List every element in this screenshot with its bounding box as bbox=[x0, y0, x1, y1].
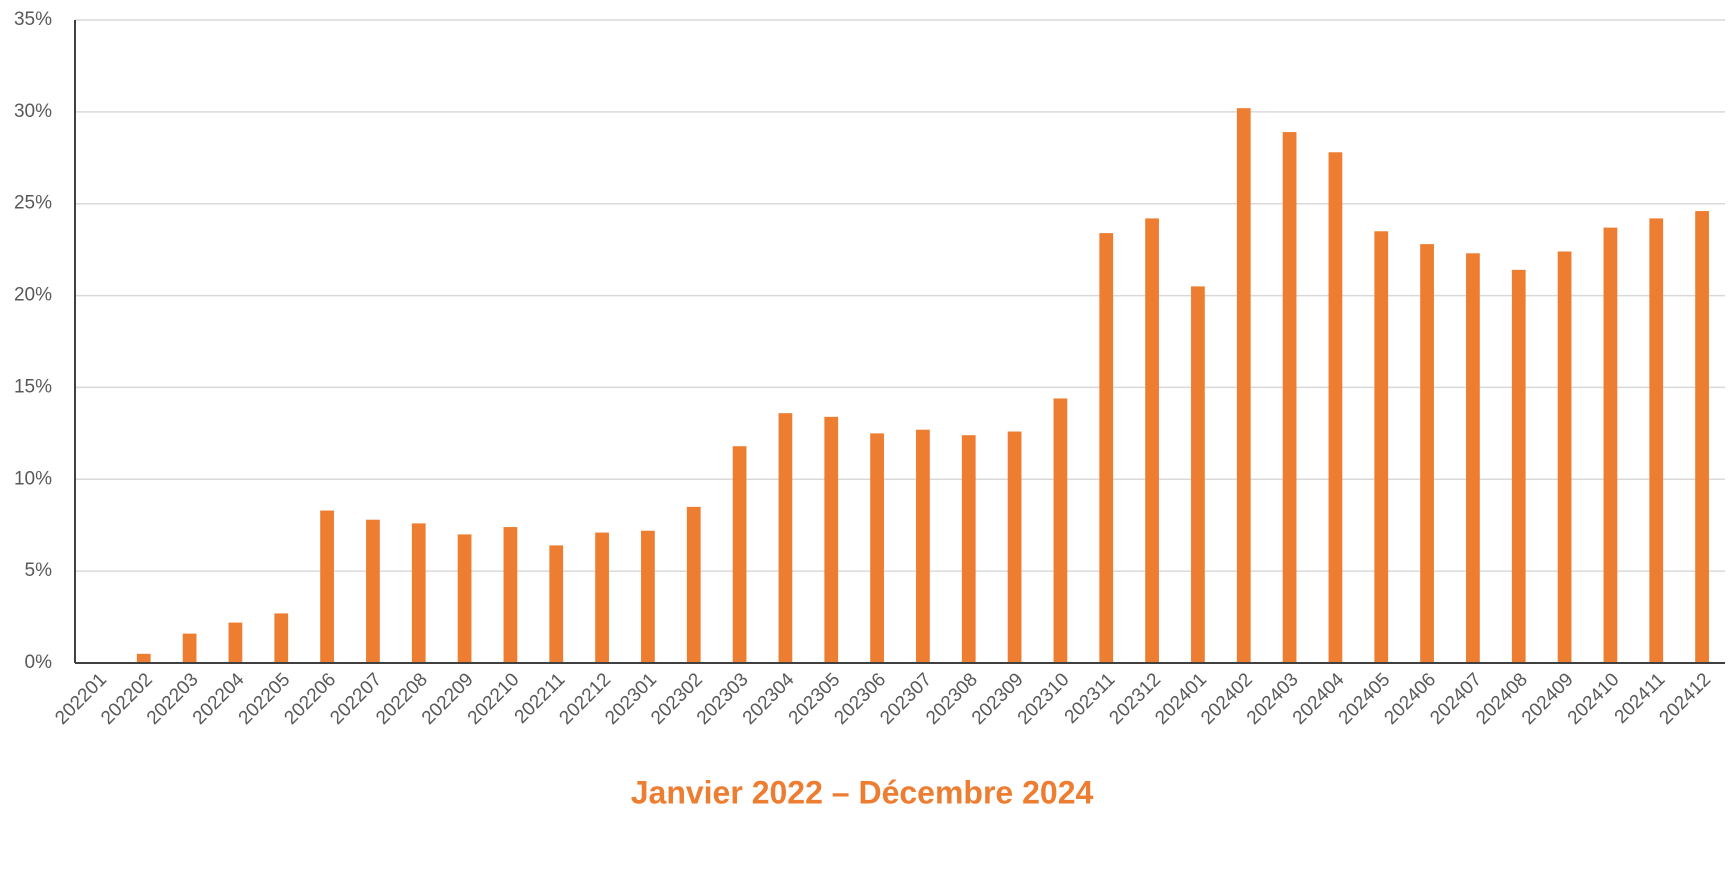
y-tick-label: 30% bbox=[14, 101, 52, 122]
chart-title: Janvier 2022 – Décembre 2024 bbox=[631, 774, 1094, 810]
bar bbox=[1374, 231, 1389, 663]
y-tick-label: 10% bbox=[14, 468, 52, 489]
bar bbox=[182, 633, 197, 663]
bar bbox=[274, 613, 289, 663]
bar bbox=[366, 519, 380, 663]
bar bbox=[1420, 244, 1434, 664]
y-tick-label: 15% bbox=[14, 376, 52, 397]
bar bbox=[1649, 218, 1664, 663]
y-tick-label: 0% bbox=[25, 652, 53, 673]
x-tick-label: 202310 bbox=[1014, 669, 1074, 729]
y-tick-label: 35% bbox=[14, 9, 52, 30]
bar bbox=[457, 534, 472, 663]
x-tick-label: 202412 bbox=[1655, 669, 1715, 729]
bar bbox=[732, 446, 747, 663]
bar bbox=[549, 545, 564, 663]
bar bbox=[136, 653, 151, 663]
bar bbox=[595, 532, 609, 663]
y-tick-label: 5% bbox=[25, 560, 53, 581]
bar bbox=[1053, 398, 1068, 663]
bar bbox=[1007, 431, 1022, 663]
y-tick-label: 25% bbox=[14, 193, 52, 214]
bar bbox=[916, 429, 930, 663]
bar bbox=[411, 523, 426, 663]
bar bbox=[870, 433, 884, 663]
bar bbox=[824, 416, 839, 663]
bar bbox=[1328, 152, 1343, 663]
x-tick-label: 202410 bbox=[1564, 669, 1624, 729]
bar bbox=[1511, 269, 1526, 663]
bar bbox=[961, 435, 976, 663]
bar bbox=[503, 527, 518, 663]
y-tick-label: 20% bbox=[14, 285, 52, 306]
bar bbox=[1466, 253, 1480, 663]
bar bbox=[320, 510, 334, 663]
bar bbox=[778, 413, 793, 663]
bar bbox=[1282, 132, 1297, 663]
bar bbox=[1603, 227, 1618, 663]
bar bbox=[686, 506, 701, 663]
bar bbox=[1145, 218, 1159, 663]
x-tick-label: 202210 bbox=[464, 669, 524, 729]
bar bbox=[1236, 108, 1251, 663]
bar bbox=[1695, 211, 1709, 663]
bar bbox=[1099, 233, 1114, 663]
bar bbox=[641, 530, 655, 663]
bar bbox=[1557, 251, 1572, 664]
bar bbox=[1191, 286, 1205, 663]
bar bbox=[228, 622, 243, 663]
